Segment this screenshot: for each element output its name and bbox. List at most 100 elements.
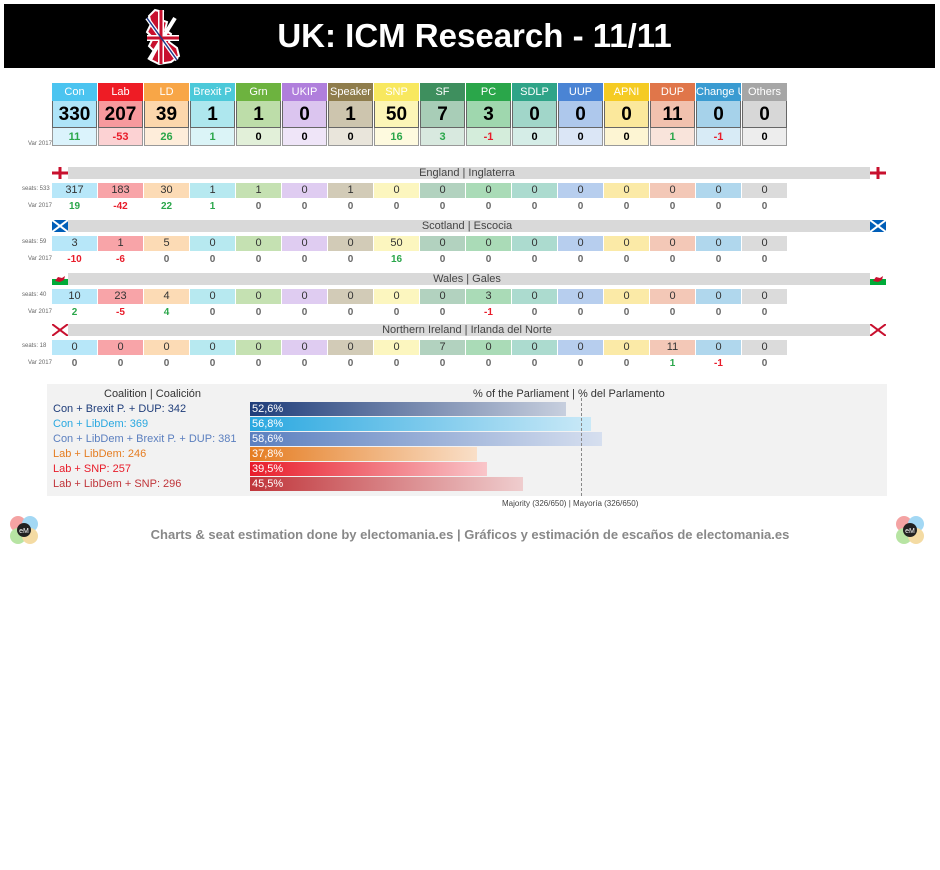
party-name: Others (742, 83, 787, 101)
scotland-flag-icon (52, 220, 68, 232)
party-name: Con (52, 83, 97, 101)
party-column: Lab 207 -53 (98, 83, 143, 146)
region-seat-cell: 0 (52, 340, 97, 355)
party-var-2017: 0 (236, 128, 281, 146)
region-var-cell: 0 (117, 358, 124, 369)
party-seats: 39 (144, 101, 189, 128)
region-seat-cell: 0 (144, 340, 189, 355)
party-column: Others 0 0 (742, 83, 787, 146)
coalition-header: Coalition | Coalición (104, 388, 202, 400)
region-var-cell: 0 (577, 201, 584, 212)
region-var-cell: 0 (623, 254, 630, 265)
region-var-cell: 1 (669, 358, 676, 369)
party-name: SF (420, 83, 465, 101)
uk-map-flag-icon (145, 8, 181, 66)
party-column: UKIP 0 0 (282, 83, 327, 146)
region-var-cell: 0 (163, 358, 170, 369)
party-var-2017: 0 (742, 128, 787, 146)
region-var-cell: 0 (669, 201, 676, 212)
party-seat-table: Con 330 11 Lab 207 -53 LD 39 26 Brexit P 1 1 Grn 1 0 UK… (52, 83, 788, 146)
region-var-label: Var 2017 (28, 256, 52, 262)
region-var-cell: 0 (761, 307, 768, 318)
region-var-cell: 0 (577, 254, 584, 265)
region-seat-cell: 0 (190, 236, 235, 251)
region-var-label: Var 2017 (28, 360, 52, 366)
region-seats-row: 0 0 0 0 0 0 0 0 7 0 0 0 0 11 0 0 (52, 340, 788, 355)
region-var-cell: 0 (301, 307, 308, 318)
region-var-cell: 0 (623, 307, 630, 318)
party-seats: 0 (696, 101, 741, 128)
party-seats: 0 (512, 101, 557, 128)
party-var-2017: -53 (98, 128, 143, 146)
majority-label: Majority (326/650) | Mayoría (326/650) (502, 499, 639, 508)
region-seat-cell: 30 (144, 183, 189, 198)
party-seats: 0 (558, 101, 603, 128)
party-var-2017: 1 (190, 128, 235, 146)
region-var-cell: 0 (393, 358, 400, 369)
watermark: electomania.es (647, 828, 906, 869)
region-seat-cell: 0 (742, 183, 787, 198)
region-var-cell: 0 (301, 254, 308, 265)
region-seat-cell: 0 (742, 340, 787, 355)
region-var-cell: 0 (71, 358, 78, 369)
coalition-bar: 52,6% (250, 402, 566, 416)
region-seats-label: seats: 59 (22, 239, 47, 245)
region-seats-row: 3 1 5 0 0 0 0 50 0 0 0 0 0 0 0 0 (52, 236, 788, 251)
party-seats: 330 (52, 101, 97, 128)
region-var-cell: -42 (113, 201, 128, 212)
region-seat-cell: 3 (466, 289, 511, 304)
coalition-label: Lab + LibDem + SNP: 296 (53, 478, 182, 490)
region-seat-cell: 11 (650, 340, 695, 355)
region-seat-cell: 0 (420, 183, 465, 198)
coalition-bar: 58,6% (250, 432, 602, 446)
region-var-cell: 0 (301, 201, 308, 212)
wales-flag-icon (870, 273, 886, 285)
region-seat-cell: 1 (190, 183, 235, 198)
party-name: PC (466, 83, 511, 101)
coalition-bar: 45,5% (250, 477, 523, 491)
region-seat-cell: 0 (696, 236, 741, 251)
region-var-cell: 0 (255, 254, 262, 265)
region-seat-cell: 0 (374, 289, 419, 304)
region-var-cell: 0 (531, 307, 538, 318)
region-var-cell: 0 (163, 254, 170, 265)
region-var-cell: 0 (209, 307, 216, 318)
england-flag-icon (52, 167, 68, 179)
party-name: LD (144, 83, 189, 101)
region-seat-cell: 0 (604, 289, 649, 304)
region-var-cell: 0 (623, 358, 630, 369)
region-var-cell: 19 (68, 201, 81, 212)
region-seat-cell: 4 (144, 289, 189, 304)
party-seats: 11 (650, 101, 695, 128)
region-seat-cell: 0 (512, 236, 557, 251)
party-column: Grn 1 0 (236, 83, 281, 146)
region-seat-cell: 317 (52, 183, 97, 198)
region-seat-cell: 0 (558, 289, 603, 304)
region-var-cell: 0 (347, 358, 354, 369)
region-seats-row: 317 183 30 1 1 0 1 0 0 0 0 0 0 0 0 0 (52, 183, 788, 198)
region-var-cell: 0 (439, 358, 446, 369)
party-var-2017: 0 (558, 128, 603, 146)
region-var-cell: 16 (390, 254, 403, 265)
region-var-cell: 0 (531, 201, 538, 212)
region-var-cell: 0 (439, 307, 446, 318)
region-var-cell: 0 (531, 254, 538, 265)
region-var-label: Var 2017 (28, 203, 52, 209)
region-seat-cell: 10 (52, 289, 97, 304)
northern-ireland-flag-icon (52, 324, 68, 336)
region-seat-cell: 0 (466, 183, 511, 198)
region-var-cell: 22 (160, 201, 173, 212)
region-seat-cell: 0 (466, 340, 511, 355)
region-seat-cell: 0 (512, 183, 557, 198)
region-var-label: Var 2017 (28, 309, 52, 315)
region-seat-cell: 0 (650, 183, 695, 198)
region-seat-cell: 0 (328, 236, 373, 251)
region-seat-cell: 0 (420, 236, 465, 251)
region-seat-cell: 183 (98, 183, 143, 198)
party-seats: 207 (98, 101, 143, 128)
party-column: APNI 0 0 (604, 83, 649, 146)
party-name: DUP (650, 83, 695, 101)
party-seats: 50 (374, 101, 419, 128)
region-name: England | Inglaterra (52, 167, 882, 179)
party-column: LD 39 26 (144, 83, 189, 146)
